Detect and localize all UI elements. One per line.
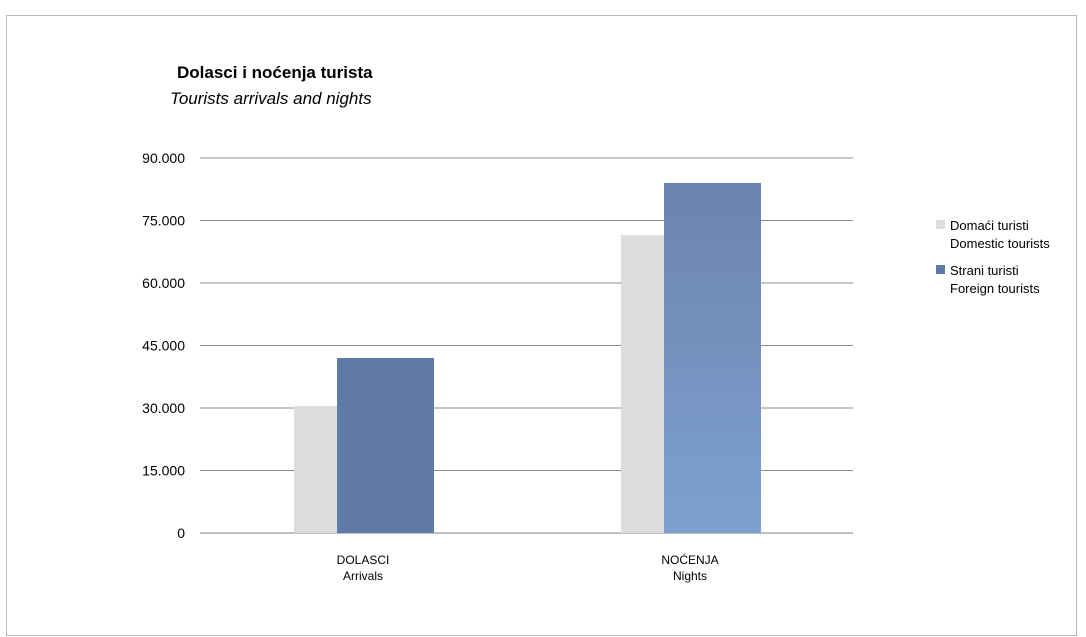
y-tick-label: 30.000 bbox=[142, 400, 185, 416]
chart-subtitle: Tourists arrivals and nights bbox=[170, 89, 372, 108]
legend-label-domestic-local: Domaći turisti bbox=[950, 218, 1029, 233]
bar-foreign-0 bbox=[337, 358, 434, 533]
chart-title: Dolasci i noćenja turista bbox=[177, 63, 373, 82]
legend-item-domestic: Domaći turisti Domestic tourists bbox=[936, 217, 1050, 253]
x-tick-label-local: NOĆENJA bbox=[661, 552, 718, 567]
legend-label-foreign-en: Foreign tourists bbox=[950, 281, 1040, 296]
y-tick-label: 45.000 bbox=[142, 338, 185, 354]
y-tick-label: 15.000 bbox=[142, 463, 185, 479]
legend: Domaći turisti Domestic tourists Strani … bbox=[936, 217, 1050, 307]
legend-label-domestic-en: Domestic tourists bbox=[950, 236, 1050, 251]
legend-swatch-domestic bbox=[936, 220, 945, 229]
y-tick-label: 60.000 bbox=[142, 275, 185, 291]
bar-domestic-1 bbox=[621, 235, 664, 534]
legend-item-foreign: Strani turisti Foreign tourists bbox=[936, 262, 1050, 298]
legend-swatch-foreign bbox=[936, 265, 945, 274]
bar-foreign-1 bbox=[664, 183, 761, 533]
x-tick-label-en: Nights bbox=[673, 569, 707, 583]
legend-label-foreign-local: Strani turisti bbox=[950, 263, 1019, 278]
y-tick-label: 0 bbox=[177, 525, 185, 541]
x-tick-label-local: DOLASCI bbox=[337, 553, 390, 567]
y-tick-label: 90.000 bbox=[142, 150, 185, 166]
x-tick-label-en: Arrivals bbox=[343, 569, 383, 583]
bar-domestic-0 bbox=[294, 405, 337, 533]
y-tick-label: 75.000 bbox=[142, 213, 185, 229]
